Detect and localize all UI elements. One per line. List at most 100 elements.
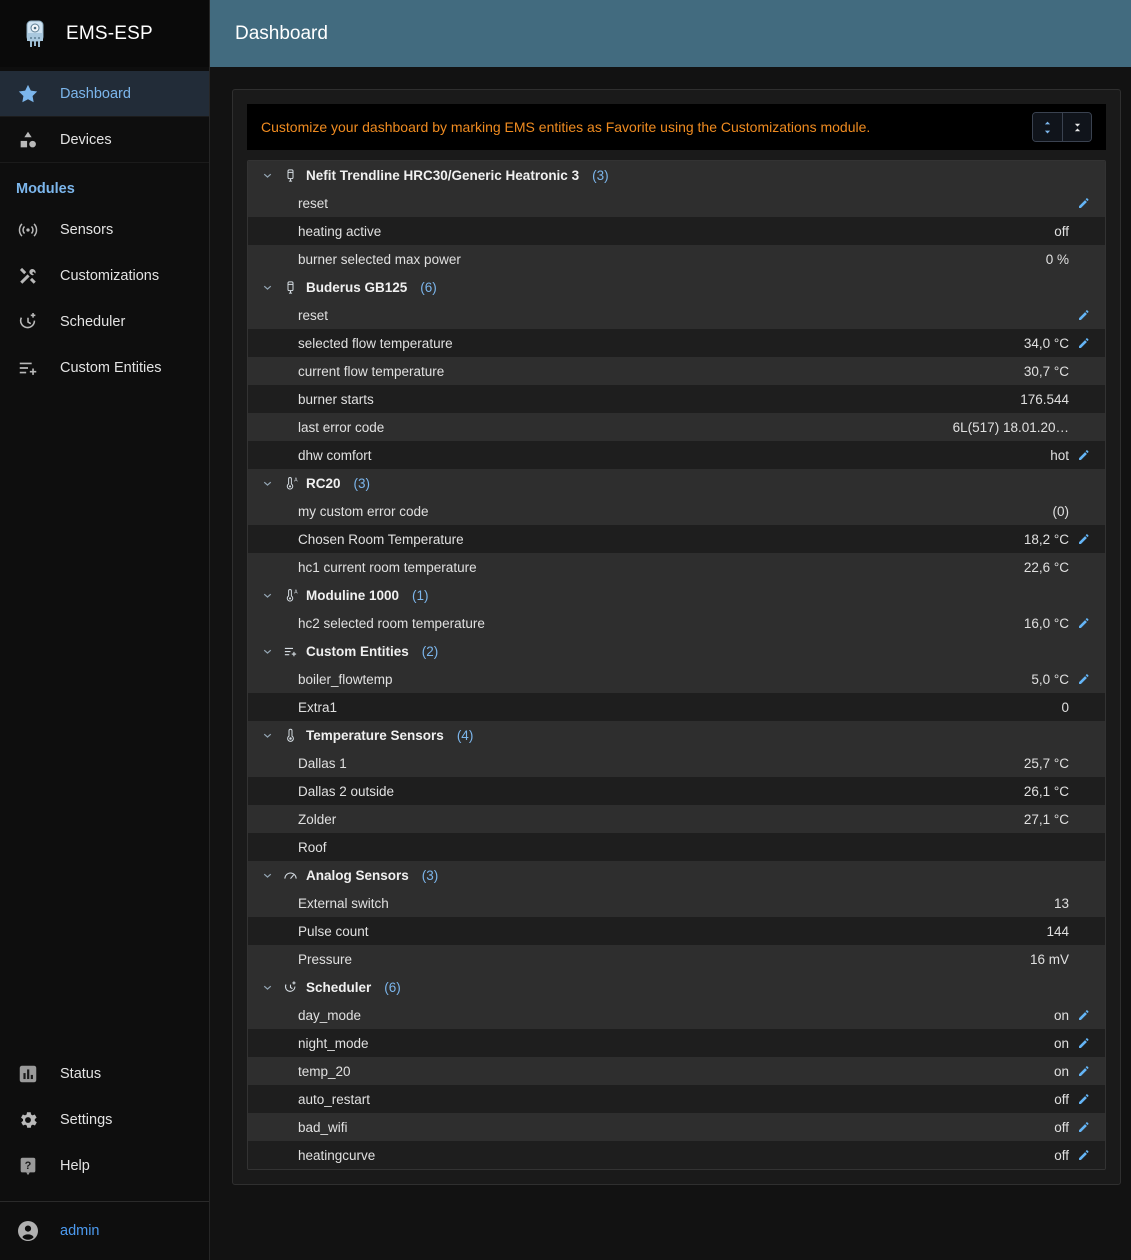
sidebar-item-settings[interactable]: Settings (0, 1097, 209, 1143)
sidebar-item-label: Customizations (60, 268, 160, 284)
sidebar-spacer (0, 391, 209, 1051)
thermostat-icon: A (282, 475, 298, 491)
sidebar-item-dashboard[interactable]: Dashboard (0, 71, 209, 117)
edit-pencil-icon[interactable] (1075, 1118, 1093, 1136)
group-header-row[interactable]: Analog Sensors (3) (248, 861, 1105, 889)
entity-row[interactable]: Chosen Room Temperature 18,2 °C (248, 525, 1105, 553)
entity-name: hc2 selected room temperature (298, 615, 485, 631)
entity-row[interactable]: hc2 selected room temperature 16,0 °C (248, 609, 1105, 637)
chevron-down-icon[interactable] (260, 588, 274, 602)
sidebar-item-customizations[interactable]: Customizations (0, 253, 209, 299)
sidebar-item-user[interactable]: admin (0, 1202, 209, 1260)
entity-row[interactable]: reset (248, 301, 1105, 329)
group-count: (4) (456, 727, 474, 743)
tools-hammer-wrench-icon (16, 264, 40, 288)
entity-row[interactable]: selected flow temperature 34,0 °C (248, 329, 1105, 357)
entity-row[interactable]: day_mode on (248, 1001, 1105, 1029)
edit-pencil-icon[interactable] (1075, 446, 1093, 464)
group-name: Scheduler (306, 979, 372, 995)
group-header-row[interactable]: A RC20 (3) (248, 469, 1105, 497)
entity-name: External switch (298, 895, 389, 911)
entity-row[interactable]: hc1 current room temperature 22,6 °C (248, 553, 1105, 581)
group-count: (1) (412, 587, 429, 603)
edit-pencil-icon[interactable] (1075, 1006, 1093, 1024)
entity-row[interactable]: burner selected max power 0 % (248, 245, 1105, 273)
devices-shapes-icon (16, 128, 40, 152)
group-header-row[interactable]: Scheduler (6) (248, 973, 1105, 1001)
chevron-down-icon[interactable] (260, 644, 274, 658)
entity-row[interactable]: burner starts 176.544 (248, 385, 1105, 413)
entity-name: Dallas 2 outside (298, 783, 395, 799)
edit-pencil-icon[interactable] (1075, 670, 1093, 688)
chevron-down-icon[interactable] (260, 868, 274, 882)
group-header-row[interactable]: Nefit Trendline HRC30/Generic Heatronic … (248, 161, 1105, 189)
entity-value: 5,0 °C (1031, 671, 1069, 687)
group-name: Analog Sensors (306, 867, 409, 883)
entity-row[interactable]: auto_restart off (248, 1085, 1105, 1113)
entity-row[interactable]: Dallas 2 outside 26,1 °C (248, 777, 1105, 805)
entity-row[interactable]: my custom error code (0) (248, 497, 1105, 525)
entity-row[interactable]: Pulse count 144 (248, 917, 1105, 945)
group-header-row[interactable]: A Moduline 1000 (1) (248, 581, 1105, 609)
sidebar-item-custom-entities[interactable]: Custom Entities (0, 345, 209, 391)
chevron-down-icon[interactable] (260, 980, 274, 994)
edit-pencil-icon[interactable] (1075, 1090, 1093, 1108)
entity-name: night_mode (298, 1035, 369, 1051)
thermostat-icon: A (282, 587, 298, 603)
entity-row[interactable]: boiler_flowtemp 5,0 °C (248, 665, 1105, 693)
group-name: RC20 (306, 475, 341, 491)
sidebar-item-sensors[interactable]: Sensors (0, 207, 209, 253)
entity-name: reset (298, 307, 329, 323)
entity-value: hot (1050, 447, 1069, 463)
edit-pencil-icon[interactable] (1075, 614, 1093, 632)
edit-pencil-icon[interactable] (1075, 530, 1093, 548)
sidebar-item-help[interactable]: ? Help (0, 1143, 209, 1189)
chevron-down-icon[interactable] (260, 168, 274, 182)
group-count: (3) (353, 475, 371, 491)
sidebar-item-status[interactable]: Status (0, 1051, 209, 1097)
entity-row[interactable]: temp_20 on (248, 1057, 1105, 1085)
entity-row[interactable]: bad_wifi off (248, 1113, 1105, 1141)
list-plus-icon (16, 356, 40, 380)
entity-row[interactable]: Dallas 1 25,7 °C (248, 749, 1105, 777)
entity-name: heatingcurve (298, 1147, 376, 1163)
entity-row[interactable]: Zolder 27,1 °C (248, 805, 1105, 833)
group-header-row[interactable]: Temperature Sensors (4) (248, 721, 1105, 749)
entity-row[interactable]: Roof (248, 833, 1105, 861)
chevron-down-icon[interactable] (260, 476, 274, 490)
edit-pencil-icon[interactable] (1075, 306, 1093, 324)
entity-value: off (1054, 1091, 1069, 1107)
entity-row[interactable]: current flow temperature 30,7 °C (248, 357, 1105, 385)
clock-plus-icon (282, 979, 298, 995)
edit-pencil-icon[interactable] (1075, 194, 1093, 212)
collapse-all-button[interactable] (1062, 113, 1091, 141)
entity-value: on (1053, 1035, 1069, 1051)
entity-row[interactable]: External switch 13 (248, 889, 1105, 917)
entity-row[interactable]: heatingcurve off (248, 1141, 1105, 1169)
bar-chart-icon (16, 1062, 40, 1086)
entity-name: Dallas 1 (298, 755, 347, 771)
group-header-row[interactable]: Buderus GB125 (6) (248, 273, 1105, 301)
chevron-down-icon[interactable] (260, 728, 274, 742)
entity-name: Roof (298, 839, 327, 855)
entity-row[interactable]: dhw comfort hot (248, 441, 1105, 469)
entity-row[interactable]: last error code 6L(517) 18.01.20… (248, 413, 1105, 441)
sidebar-item-devices[interactable]: Devices (0, 117, 209, 163)
edit-pencil-icon[interactable] (1075, 1062, 1093, 1080)
entity-name: boiler_flowtemp (298, 671, 393, 687)
group-header-row[interactable]: Custom Entities (2) (248, 637, 1105, 665)
entity-row[interactable]: Pressure 16 mV (248, 945, 1105, 973)
edit-pencil-icon[interactable] (1075, 1034, 1093, 1052)
entity-row[interactable]: reset (248, 189, 1105, 217)
sidebar-item-label: Dashboard (60, 85, 131, 102)
sidebar-item-scheduler[interactable]: Scheduler (0, 299, 209, 345)
edit-pencil-icon[interactable] (1075, 334, 1093, 352)
entity-row[interactable]: night_mode on (248, 1029, 1105, 1057)
entity-row[interactable]: heating active off (248, 217, 1105, 245)
entity-row[interactable]: Extra1 0 (248, 693, 1105, 721)
entity-value: 25,7 °C (1023, 755, 1069, 771)
edit-pencil-icon[interactable] (1075, 1146, 1093, 1164)
expand-all-button[interactable] (1033, 113, 1062, 141)
chevron-down-icon[interactable] (260, 280, 274, 294)
